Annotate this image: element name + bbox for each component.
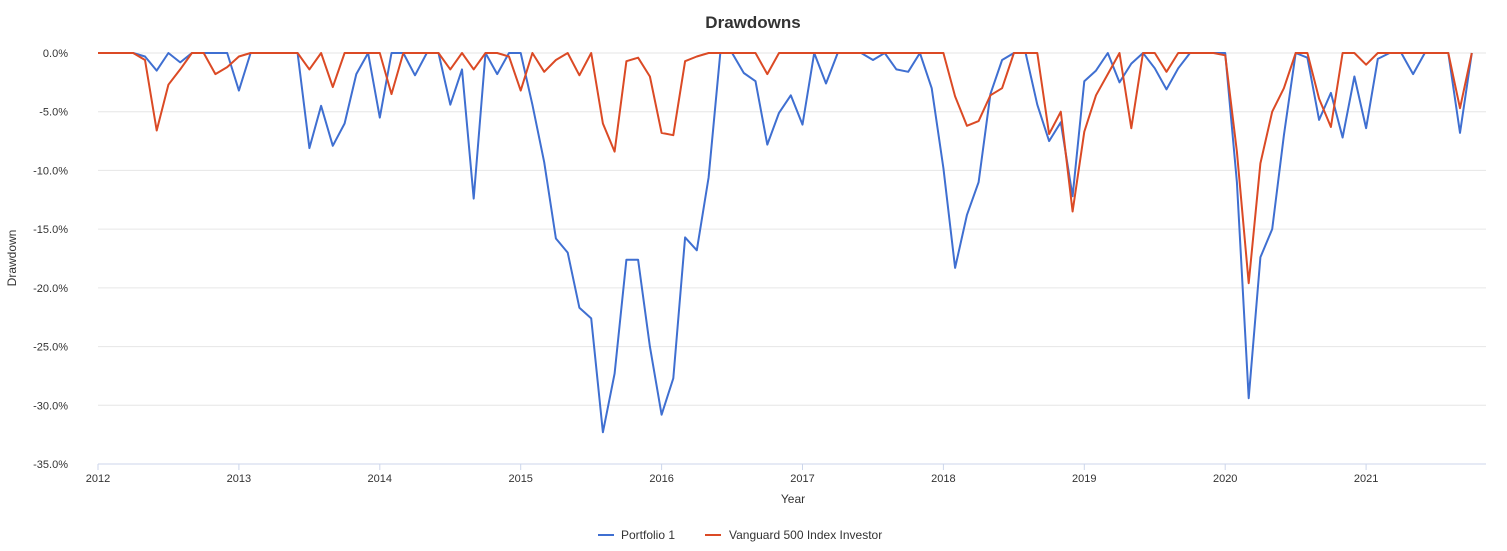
y-axis-ticks: 0.0% -5.0% -10.0% -15.0% -20.0% -25.0% -30.0% -… (33, 48, 68, 471)
x-tick-label: 2014 (368, 473, 392, 485)
x-tick-label: 2019 (1072, 473, 1096, 485)
x-tick-label: 2020 (1213, 473, 1237, 485)
legend: Portfolio 1 Vanguard 500 Index Investor (598, 528, 882, 542)
x-tick-label: 2017 (790, 473, 814, 485)
y-tick-label: -5.0% (39, 107, 68, 119)
legend-label-vanguard: Vanguard 500 Index Investor (729, 528, 882, 542)
grid-lines (98, 52, 1486, 406)
portfolio-1-line[interactable] (98, 52, 1473, 434)
y-axis-label: Drawdown (5, 230, 19, 287)
y-tick-label: -30.0% (33, 400, 68, 412)
series-lines (98, 52, 1473, 434)
x-axis-label: Year (781, 492, 805, 506)
legend-item-vanguard[interactable]: Vanguard 500 Index Investor (705, 528, 882, 542)
x-tick-label: 2015 (508, 473, 532, 485)
y-tick-label: -25.0% (33, 342, 68, 354)
y-tick-label: 0.0% (43, 48, 68, 60)
x-tick-label: 2013 (227, 473, 251, 485)
x-tick-label: 2016 (649, 473, 673, 485)
chart-title: Drawdowns (705, 13, 800, 32)
x-tick-label: 2012 (86, 473, 110, 485)
legend-item-portfolio[interactable]: Portfolio 1 (598, 528, 675, 542)
y-tick-label: -20.0% (33, 283, 68, 295)
x-axis-ticks: 2012 2013 2014 2015 2016 2017 2018 2019 2020 2021 (86, 464, 1378, 485)
x-tick-label: 2018 (931, 473, 955, 485)
y-tick-label: -35.0% (33, 459, 68, 471)
y-tick-label: -15.0% (33, 224, 68, 236)
y-tick-label: -10.0% (33, 165, 68, 177)
x-tick-label: 2021 (1354, 473, 1378, 485)
legend-label-portfolio: Portfolio 1 (621, 528, 675, 542)
vanguard-500-line[interactable] (98, 52, 1473, 285)
